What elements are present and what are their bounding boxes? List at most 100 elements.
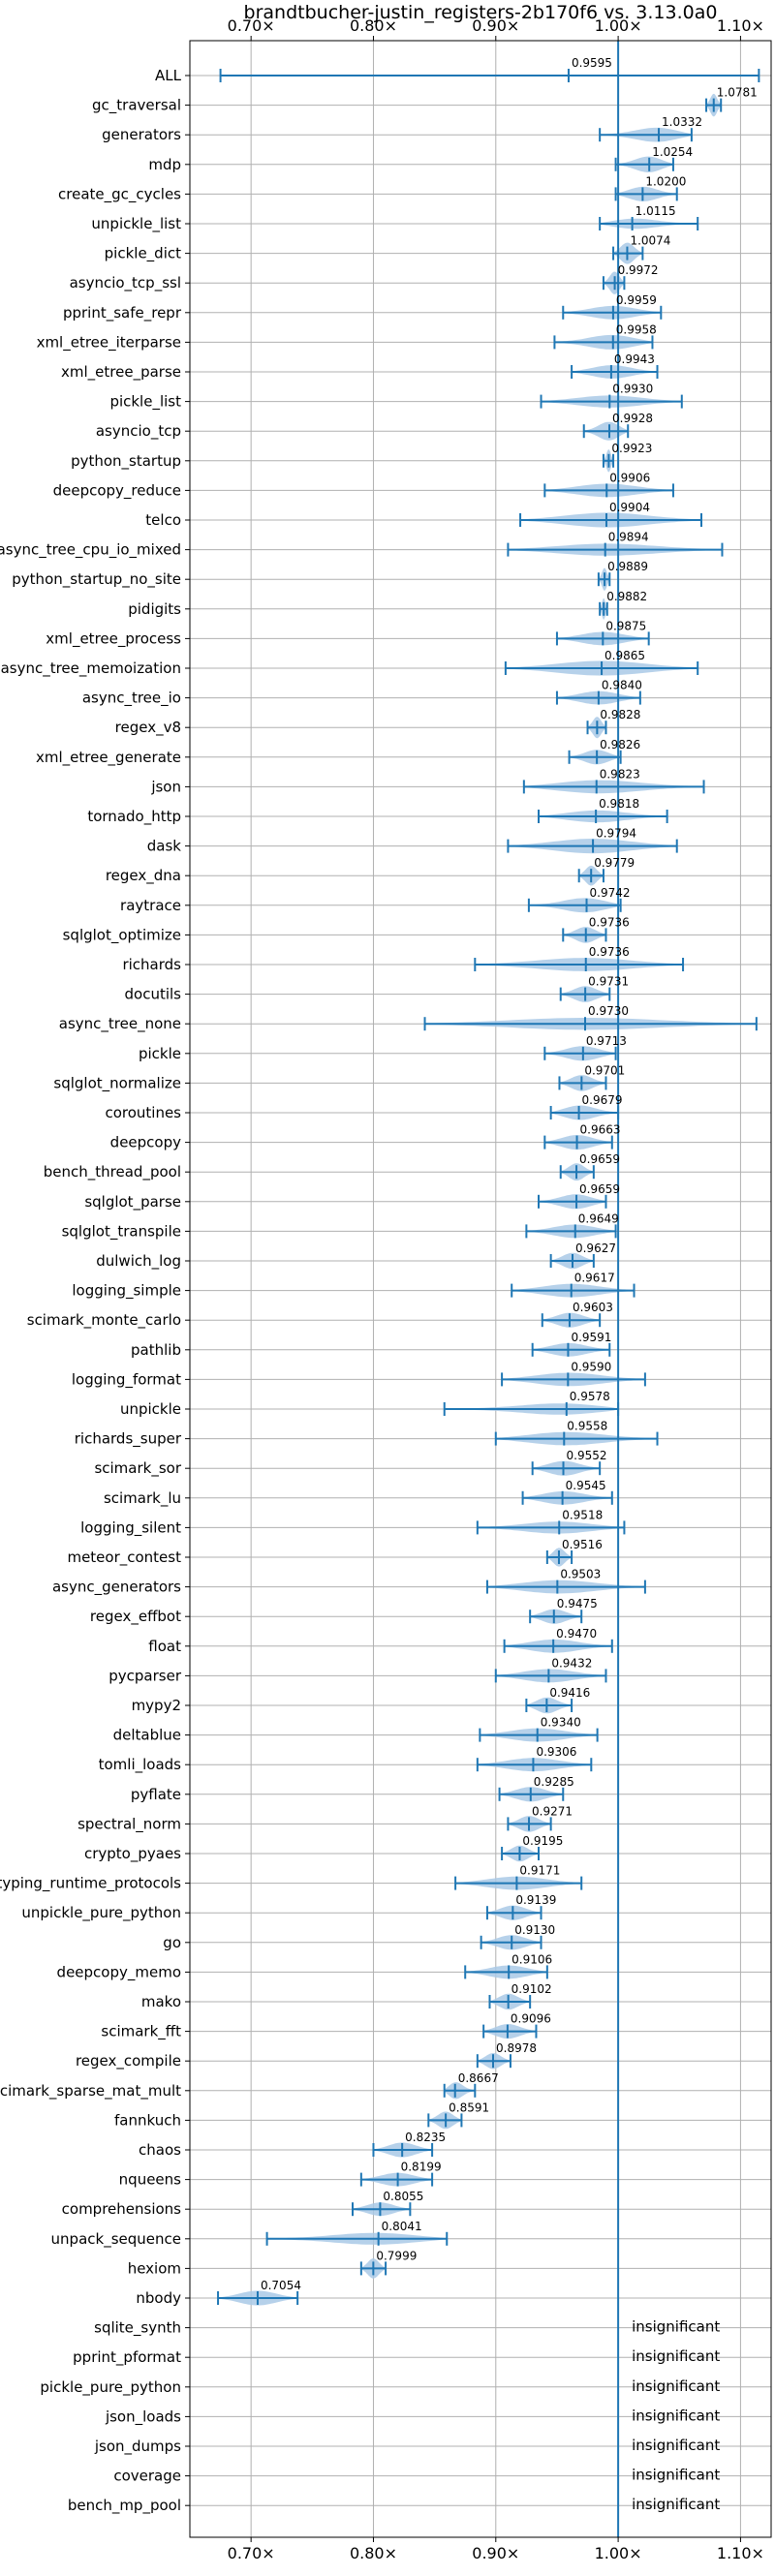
mean-value-label: 0.9659 (579, 1152, 620, 1166)
mean-value-label: 0.8041 (382, 2220, 422, 2233)
benchmark-label: scimark_fft (101, 2023, 181, 2041)
benchmark-label: deltablue (113, 1727, 181, 1744)
mean-value-label: 0.9516 (562, 1538, 603, 1551)
benchmark-label: async_tree_io (82, 690, 181, 708)
mean-value-label: 0.9139 (515, 1893, 556, 1907)
mean-value-label: 0.9627 (575, 1242, 616, 1255)
mean-value-label: 0.9679 (582, 1093, 623, 1107)
insignificant-label: insignificant (632, 2347, 720, 2365)
benchmark-label: deepcopy_memo (57, 1963, 181, 1981)
benchmark-label: sqlglot_normalize (53, 1074, 181, 1092)
benchmark-label: mdp (148, 156, 181, 173)
benchmark-label: raytrace (120, 897, 181, 914)
mean-value-label: 0.9649 (578, 1211, 619, 1225)
benchmark-label: asyncio_tcp_ssl (70, 274, 181, 292)
mean-value-label: 0.9617 (574, 1272, 615, 1285)
benchmark-label: pyflate (131, 1786, 181, 1803)
mean-value-label: 0.9578 (570, 1390, 610, 1403)
mean-value-label: 0.9742 (590, 886, 631, 900)
benchmark-labels: ALL 0.9595 gc_traversal 1.0781 generators 1.0… (0, 56, 758, 2515)
mean-value-label: 0.8591 (449, 2101, 489, 2114)
benchmark-label: pickle_pure_python (40, 2378, 181, 2397)
benchmark-label: python_startup_no_site (12, 570, 181, 589)
mean-value-label: 0.9959 (616, 293, 657, 307)
mean-value-label: 0.9340 (541, 1716, 581, 1730)
grid-lines (190, 41, 771, 2537)
benchmark-label: docutils (125, 986, 182, 1003)
x-tick-label-bottom: 0.80× (350, 2544, 397, 2562)
benchmark-label: xml_etree_generate (36, 749, 181, 767)
mean-value-label: 0.9106 (512, 1952, 552, 1966)
mean-value-label: 0.9195 (522, 1834, 563, 1848)
benchmark-label: crypto_pyaes (84, 1845, 181, 1863)
mean-value-label: 0.9889 (607, 560, 648, 573)
benchmark-label: scimark_sor (94, 1459, 181, 1478)
benchmark-label: logging_silent (80, 1518, 181, 1537)
benchmark-label: float (148, 1638, 181, 1655)
mean-value-label: 0.9928 (612, 412, 653, 425)
mean-value-label: 0.9904 (609, 501, 650, 514)
mean-value-label: 0.9701 (584, 1063, 625, 1077)
mean-value-label: 0.9823 (600, 767, 640, 781)
benchmark-label: json_loads (105, 2407, 181, 2426)
mean-value-label: 0.9659 (579, 1182, 620, 1196)
benchmark-label: tornado_http (87, 808, 181, 826)
x-tick-label-top: 0.90× (472, 16, 519, 35)
mean-value-label: 0.9102 (512, 1982, 552, 1996)
mean-value-label: 0.9416 (549, 1686, 590, 1700)
mean-value-label: 0.9923 (611, 442, 652, 455)
mean-value-label: 0.9663 (580, 1123, 621, 1137)
insignificant-label: insignificant (632, 2496, 720, 2513)
violins (217, 69, 760, 2306)
x-tick-label-top: 1.00× (595, 16, 642, 35)
mean-value-label: 0.9096 (511, 2012, 551, 2026)
benchmark-label: regex_dna (106, 867, 181, 885)
benchmark-label: dask (147, 838, 182, 855)
benchmark-label: pickle_list (109, 393, 181, 412)
mean-value-label: 0.9865 (604, 649, 645, 662)
benchmark-label: scimark_monte_carlo (27, 1311, 181, 1330)
mean-value-label: 0.9826 (600, 738, 640, 751)
benchmark-label: sqlglot_transpile (62, 1222, 181, 1241)
mean-value-label: 0.9731 (588, 975, 629, 989)
benchmark-label: json (150, 778, 181, 795)
mean-value-label: 0.9779 (594, 856, 635, 870)
benchmark-label: deepcopy_reduce (53, 481, 181, 500)
mean-value-label: 0.9475 (557, 1597, 598, 1610)
insignificant-label: insignificant (632, 2407, 720, 2424)
benchmark-label: pathlib (131, 1341, 181, 1359)
mean-value-label: 0.9828 (600, 708, 640, 721)
benchmark-label: unpickle_list (91, 215, 181, 233)
mean-value-label: 0.8055 (383, 2190, 423, 2203)
mean-value-label: 0.9958 (616, 322, 657, 336)
benchmark-label: gc_traversal (92, 97, 181, 115)
plot-frame (189, 40, 772, 2538)
insignificant-label: insignificant (632, 2377, 720, 2395)
benchmark-label: regex_effbot (90, 1608, 181, 1626)
benchmark-label: typing_runtime_protocols (0, 1875, 181, 1893)
benchmark-label: unpickle_pure_python (21, 1904, 181, 1922)
benchmark-label: xml_etree_parse (61, 363, 181, 382)
benchmark-label: logging_format (72, 1370, 181, 1389)
mean-value-label: 0.9972 (618, 263, 659, 277)
benchmark-label: bench_mp_pool (68, 2497, 181, 2515)
x-tick-label-top: 0.70× (228, 16, 275, 35)
x-tick-label-bottom: 0.90× (472, 2544, 519, 2562)
mean-value-label: 0.9552 (567, 1449, 607, 1462)
mean-value-label: 0.9595 (572, 56, 612, 70)
mean-value-label: 0.8978 (496, 2041, 537, 2055)
benchmark-label: xml_etree_iterparse (37, 333, 181, 352)
mean-value-label: 0.9875 (605, 619, 646, 632)
benchmark-label: pidigits (128, 600, 181, 618)
benchmark-label: sqlglot_optimize (63, 926, 181, 944)
mean-value-label: 0.8667 (458, 2071, 499, 2085)
mean-value-label: 0.8235 (405, 2131, 446, 2144)
mean-value-label: 0.9930 (612, 383, 653, 396)
benchmark-label: telco (145, 511, 181, 529)
benchmark-label: unpickle (120, 1400, 181, 1418)
mean-value-label: 0.9603 (573, 1301, 613, 1314)
mean-value-label: 0.9818 (599, 797, 639, 811)
benchmark-label: richards_super (75, 1430, 182, 1449)
benchmark-label: xml_etree_process (46, 629, 181, 648)
benchmark-label: pickle (139, 1045, 181, 1062)
